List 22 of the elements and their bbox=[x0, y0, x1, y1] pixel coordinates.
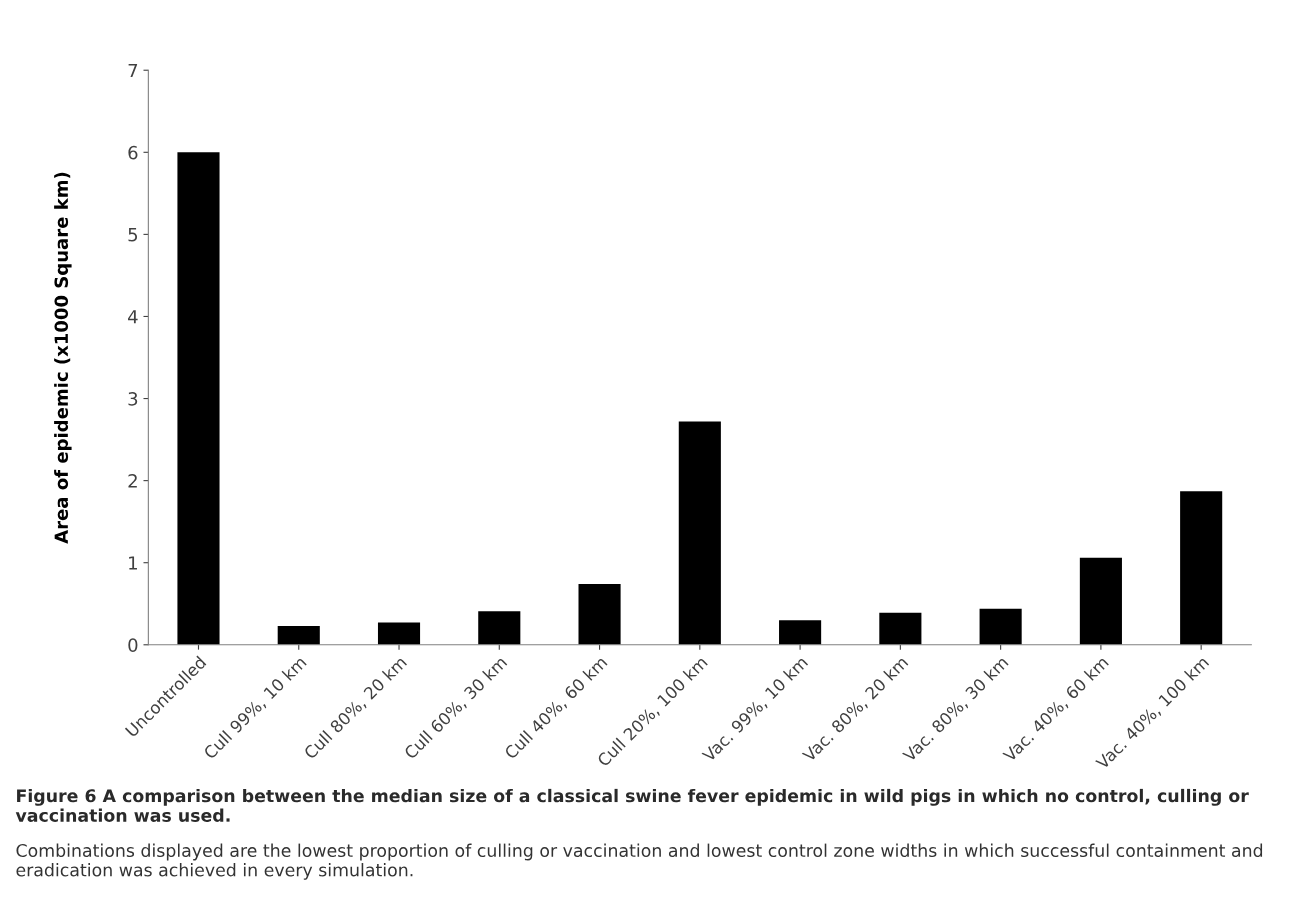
y-tick-label: 6 bbox=[128, 145, 138, 160]
y-tick-label: 4 bbox=[128, 310, 138, 324]
bar bbox=[1079, 557, 1122, 645]
text: Combinations displayed are the lowest proportion of culling or vaccination and lowest control zone widths in which successful containment and eradication was achieved in every simulation. bbox=[16, 843, 1263, 880]
bar bbox=[879, 612, 922, 645]
bar bbox=[177, 152, 220, 645]
bar bbox=[377, 622, 421, 645]
y-tick-label: 2 bbox=[128, 474, 137, 488]
y-axis-title: Area of epidemic (x1000 Square km) bbox=[54, 172, 72, 544]
bar bbox=[1180, 491, 1223, 645]
y-tick-label: 7 bbox=[128, 63, 138, 78]
bar bbox=[578, 584, 621, 645]
bar bbox=[478, 611, 521, 645]
y-tick-label: 1 bbox=[129, 556, 137, 570]
bar bbox=[779, 620, 822, 645]
bar bbox=[277, 625, 320, 645]
caption: Figure 6 A comparison between the median size of a classical swine fever epidemic in wild pigs in which no control, culling or vaccination was used. bbox=[15, 788, 1249, 822]
bar bbox=[678, 421, 721, 645]
y-tick-label: 5 bbox=[128, 228, 138, 242]
y-tick-label: 0 bbox=[128, 638, 138, 652]
bar bbox=[979, 608, 1022, 645]
y-tick-label: 3 bbox=[128, 392, 138, 406]
